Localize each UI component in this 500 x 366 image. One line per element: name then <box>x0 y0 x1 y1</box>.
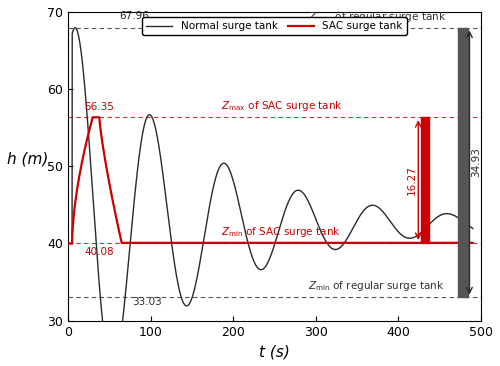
Line: SAC surge tank: SAC surge tank <box>68 117 473 243</box>
Normal surge tank <box>72 26 78 30</box>
Text: $Z_{\mathrm{min}}$ of SAC surge tank: $Z_{\mathrm{min}}$ of SAC surge tank <box>221 225 340 239</box>
Text: 33.03: 33.03 <box>132 297 162 307</box>
Text: $Z_{\mathrm{min}}$ of regular surge tank: $Z_{\mathrm{min}}$ of regular surge tank <box>308 279 444 294</box>
Y-axis label: h (m): h (m) <box>7 151 48 166</box>
SAC surge tank <box>90 115 96 119</box>
Text: 16.27: 16.27 <box>406 165 416 195</box>
SAC surge tank <box>367 241 373 245</box>
SAC surge tank <box>65 241 71 246</box>
Normal surge tank <box>220 161 226 166</box>
SAC surge tank <box>308 241 314 245</box>
Text: $Z_{\mathrm{max}}$ of regular surge tank: $Z_{\mathrm{max}}$ of regular surge tank <box>308 10 446 24</box>
Text: 34.93: 34.93 <box>471 147 481 178</box>
Legend: Normal surge tank, SAC surge tank: Normal surge tank, SAC surge tank <box>142 17 407 36</box>
Normal surge tank <box>308 205 314 209</box>
SAC surge tank <box>470 241 476 245</box>
Text: 40.08: 40.08 <box>84 247 114 257</box>
SAC surge tank <box>138 241 144 245</box>
SAC surge tank <box>328 241 334 245</box>
SAC surge tank <box>220 241 226 245</box>
X-axis label: t (s): t (s) <box>259 344 290 359</box>
Bar <box>420 117 429 243</box>
Normal surge tank <box>138 137 144 141</box>
Text: 67.96: 67.96 <box>119 11 149 21</box>
Bar <box>458 28 468 297</box>
Normal surge tank <box>65 241 71 246</box>
Normal surge tank <box>328 246 334 250</box>
Normal surge tank <box>398 232 404 236</box>
Normal surge tank <box>470 226 476 231</box>
Text: 56.35: 56.35 <box>84 102 114 112</box>
Text: $Z_{\mathrm{max}}$ of SAC surge tank: $Z_{\mathrm{max}}$ of SAC surge tank <box>221 100 342 113</box>
Normal surge tank <box>367 203 373 208</box>
SAC surge tank <box>398 241 404 245</box>
Line: Normal surge tank: Normal surge tank <box>68 28 473 366</box>
